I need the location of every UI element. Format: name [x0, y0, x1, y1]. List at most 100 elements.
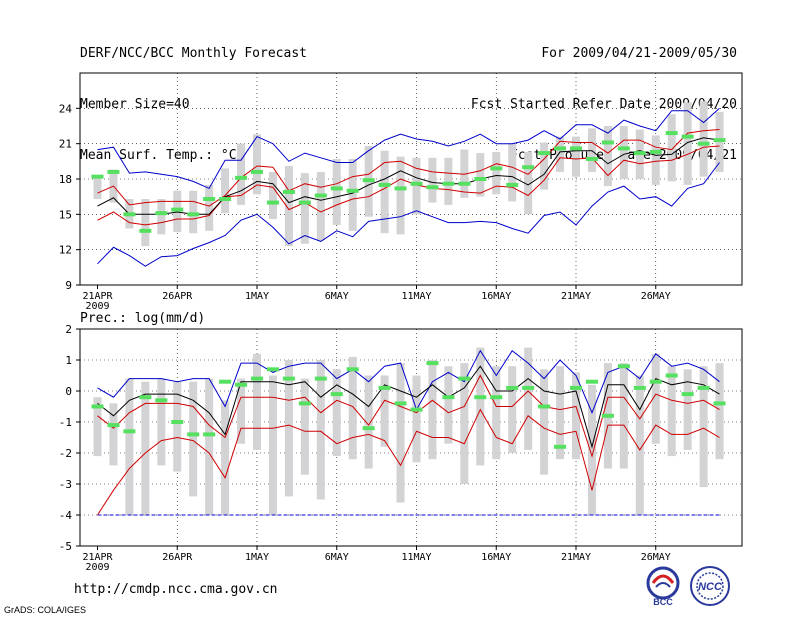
observed-marker: [362, 426, 375, 431]
ensemble-range-bar: [524, 347, 533, 450]
observed-marker: [330, 186, 343, 191]
prec-panel-title: Prec.: log(mm/d): [80, 311, 205, 326]
observed-marker: [410, 181, 423, 186]
x-tick-label: 26MAY: [641, 291, 671, 302]
variable-label: Mean Surf. Temp.: °C: [80, 148, 237, 163]
ensemble-range-bar: [93, 175, 102, 200]
ensemble-range-bar: [556, 366, 565, 460]
header-left: DERF/NCC/BCC Monthly Forecast Member Siz…: [80, 11, 307, 181]
observed-marker: [203, 432, 216, 437]
observed-marker: [490, 395, 503, 400]
y-tick-label: 18: [59, 173, 72, 186]
observed-marker: [314, 376, 327, 381]
observed-marker: [139, 228, 152, 233]
ensemble-range-bar: [476, 153, 485, 197]
start-date: Fcst Started Refer Date 2009/04/20: [470, 97, 737, 112]
observed-marker: [107, 423, 120, 428]
ensemble-range-bar: [364, 375, 373, 469]
chart-title: DERF/NCC/BCC Monthly Forecast: [80, 46, 307, 61]
observed-marker: [585, 379, 598, 384]
observed-marker: [266, 200, 279, 205]
observed-marker: [554, 444, 567, 449]
x-year-label: 2009: [85, 562, 109, 573]
observed-marker: [378, 182, 391, 187]
ensemble-range-bar: [508, 366, 517, 453]
observed-marker: [633, 151, 646, 156]
ensemble-range-bar: [205, 184, 214, 231]
ensemble-range-bar: [699, 366, 708, 488]
observed-marker: [139, 395, 152, 400]
bcc-logo-text: BCC: [653, 597, 673, 607]
observed-marker: [123, 429, 136, 434]
x-tick-label: 11MAY: [401, 291, 431, 302]
observed-marker: [282, 376, 295, 381]
ensemble-range-bar: [396, 363, 405, 503]
x-tick-label: 1MAY: [245, 291, 269, 302]
ensemble-range-bar: [635, 375, 644, 515]
bcc-logo-icon: BCC: [646, 566, 680, 607]
ensemble-range-bar: [300, 173, 309, 244]
x-tick-label: 26MAY: [641, 552, 671, 563]
observed-marker: [649, 379, 662, 384]
ensemble-range-bar: [476, 347, 485, 466]
observed-marker: [522, 165, 535, 170]
y-tick-label: 24: [59, 102, 73, 115]
ensemble-range-bar: [460, 149, 469, 198]
observed-marker: [298, 200, 311, 205]
inner-low-line: [97, 408, 720, 516]
ensemble-range-bar: [284, 360, 293, 497]
observed-marker: [570, 146, 582, 151]
observed-marker: [346, 367, 359, 372]
observed-marker: [617, 364, 630, 369]
observed-marker: [697, 385, 710, 390]
ensemble-range-bar: [380, 150, 389, 234]
x-tick-label: 11MAY: [401, 552, 431, 563]
panel-temp: 9 12 15 18 21 24 21APR 26APR 1MAY 6MAY 11MAY 16MAY 2…: [59, 72, 743, 312]
observed-marker: [442, 395, 455, 400]
ensemble-range-bar: [540, 369, 549, 475]
observed-marker: [554, 146, 567, 151]
y-tick-label: 0: [65, 385, 72, 398]
ensemble-range-bar: [444, 366, 453, 444]
y-tick-label: 21: [59, 138, 72, 151]
y-tick-label: -2: [59, 447, 72, 460]
observed-marker: [538, 404, 551, 409]
ensemble-range-bar: [268, 375, 277, 515]
observed-marker: [601, 140, 614, 145]
grads-credit: GrADS: COLA/IGES: [4, 605, 87, 615]
ensemble-range-bar: [141, 199, 150, 247]
observed-marker: [442, 181, 455, 186]
ensemble-range-bar: [237, 378, 246, 444]
ensemble-range-bar: [603, 126, 612, 187]
ensemble-range-bar: [253, 134, 261, 195]
ensemble-range-bar: [221, 400, 230, 515]
source-url[interactable]: http://cmdp.ncc.cma.gov.cn: [74, 582, 278, 597]
observed-marker: [187, 212, 200, 217]
x-tick-label: 1MAY: [245, 552, 269, 563]
x-tick-label: 21APR: [82, 552, 113, 563]
ensemble-range-bar: [157, 199, 166, 235]
observed-marker: [426, 185, 439, 190]
observed-marker: [522, 385, 535, 390]
observed-marker: [585, 156, 598, 161]
panel-prec: -5 -4 -3 -2 -1 0 1 2 21APR 26APR 1MAY 6MAY 11MAY 16MA…: [59, 323, 743, 573]
observed-marker: [713, 401, 726, 406]
ensemble-range-bar: [109, 403, 118, 466]
observed-marker: [187, 432, 200, 437]
ensemble-range-bar: [556, 136, 565, 172]
ensemble-range-bar: [540, 142, 549, 190]
observed-marker: [107, 169, 120, 174]
observed-marker: [490, 166, 503, 171]
observed-marker: [506, 182, 519, 187]
observed-marker: [426, 361, 439, 366]
x-tick-label: 21MAY: [561, 552, 591, 563]
ensemble-range-bar: [587, 128, 596, 172]
outer-low-line: [97, 162, 720, 267]
x-year-label: 2009: [85, 301, 109, 312]
observed-marker: [155, 211, 168, 216]
observed-marker: [330, 392, 343, 397]
ensemble-range-bar: [125, 378, 134, 515]
forecast-period: For 2009/04/21-2009/05/30: [541, 46, 737, 61]
ensemble-range-bar: [587, 384, 596, 515]
ensemble-range-bar: [715, 363, 724, 460]
